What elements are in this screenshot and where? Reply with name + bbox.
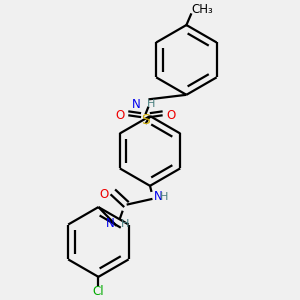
Text: H: H bbox=[160, 191, 168, 202]
Text: O: O bbox=[99, 188, 108, 201]
Text: H: H bbox=[147, 99, 155, 109]
Text: N: N bbox=[154, 190, 163, 203]
Text: N: N bbox=[106, 217, 115, 230]
Text: N: N bbox=[132, 98, 141, 111]
Text: O: O bbox=[167, 109, 176, 122]
Text: O: O bbox=[115, 109, 124, 122]
Text: S: S bbox=[141, 113, 150, 127]
Text: CH₃: CH₃ bbox=[191, 3, 213, 16]
Text: H: H bbox=[121, 219, 130, 229]
Text: Cl: Cl bbox=[93, 285, 104, 298]
